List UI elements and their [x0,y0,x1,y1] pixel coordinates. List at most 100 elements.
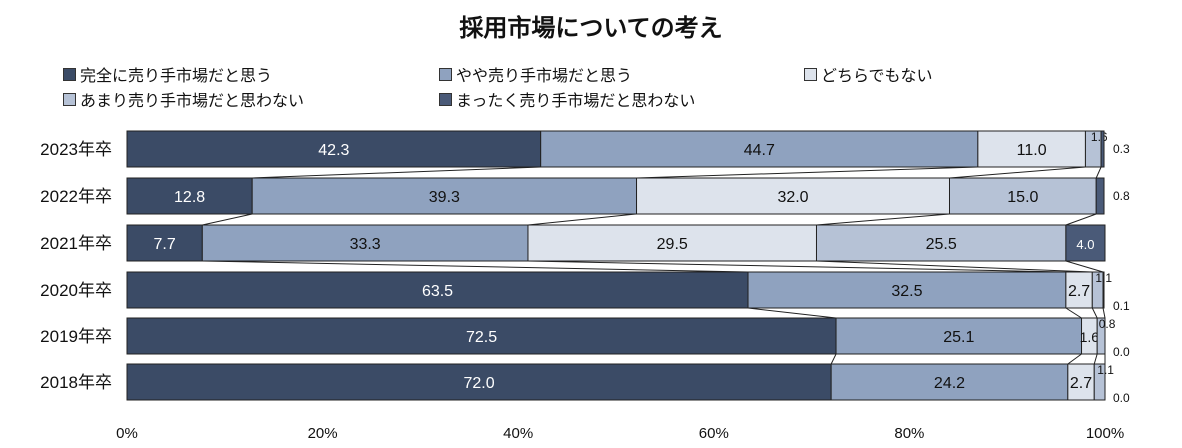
data-label: 12.8 [174,189,205,206]
x-tick-label: 80% [894,425,924,442]
data-label: 32.0 [777,189,808,206]
connector-line [1091,307,1098,319]
bar-segment [747,271,1067,309]
data-label: 29.5 [657,236,688,253]
data-label: 2.7 [1068,283,1090,300]
connector-line [816,260,1093,273]
connector-line [1067,353,1082,365]
connector-line [202,213,253,226]
legend-swatch [804,67,817,81]
connector-line [949,166,1086,179]
bar-segment [126,130,542,168]
legend-label: やや売り手市場だと思う [456,66,633,85]
bar-segment [126,317,837,355]
connector-line [252,166,541,179]
data-label: 0.0 [1113,391,1130,405]
category-label: 2020年卒 [40,281,112,300]
data-label: 0.8 [1099,317,1116,331]
x-tick-label: 20% [308,425,338,442]
category-label: 2023年卒 [40,140,112,159]
connector-line [202,260,749,273]
legend-item: どちらでもない [804,62,933,86]
data-label: 63.5 [422,283,453,300]
data-label: 1.6 [1091,130,1108,144]
bar-segment [1096,317,1106,355]
category-label: 2018年卒 [40,373,112,392]
data-label: 72.0 [464,375,495,392]
bar-segment [1102,271,1105,309]
bar-segment [1100,130,1105,168]
category-label: 2019年卒 [40,327,112,346]
bar-segment [527,224,817,262]
category-label: 2022年卒 [40,187,112,206]
data-label: 0.3 [1113,142,1130,156]
data-label: 1.6 [1080,329,1100,345]
data-label: 72.5 [466,329,497,346]
bar-segment [948,177,1097,215]
data-label: 2.7 [1070,375,1092,392]
legend-swatch [63,67,76,81]
data-label: 0.1 [1113,299,1130,313]
data-label: 44.7 [744,142,775,159]
data-label: 4.0 [1076,237,1094,252]
legend-swatch [63,92,76,106]
legend-label: 完全に売り手市場だと思う [80,66,273,85]
bar-segment [636,177,950,215]
x-tick-label: 0% [116,425,138,442]
connector-line [816,213,950,226]
x-tick-label: 60% [699,425,729,442]
data-label: 15.0 [1007,189,1038,206]
x-tick-label: 100% [1086,425,1124,442]
bar-segment [1065,224,1106,262]
x-tick-label: 40% [503,425,533,442]
connector-line [1065,213,1097,226]
legend-item: まったく売り手市場だと思わない [439,87,695,111]
bar-segment [126,177,253,215]
legend-item: あまり売り手市場だと思わない [63,87,304,111]
legend-swatch [439,92,452,106]
connector-line [636,166,978,179]
data-label: 32.5 [891,283,922,300]
legend-label: あまり売り手市場だと思わない [80,91,305,110]
bar-segment [1067,363,1095,401]
data-label: 1.1 [1097,363,1114,377]
data-label: 39.3 [429,189,460,206]
bar-segment [540,130,979,168]
bar-segment [126,363,832,401]
data-label: 0.0 [1113,345,1130,359]
legend-label: どちらでもない [821,66,933,85]
data-label: 7.7 [154,236,176,253]
data-label: 33.3 [350,236,381,253]
data-label: 25.1 [943,329,974,346]
bar-segment [815,224,1067,262]
data-label: 24.2 [934,375,965,392]
legend-item: 完全に売り手市場だと思う [63,62,272,86]
legend-swatch [439,67,452,81]
category-label: 2021年卒 [40,234,112,253]
connector-line [1065,307,1082,319]
data-label: 42.3 [318,142,349,159]
data-label: 25.5 [926,236,957,253]
data-label: 11.0 [1017,142,1047,159]
connector-line [1102,307,1106,319]
connector-line [527,260,1066,273]
bar-segment [126,271,749,309]
bar-segment [201,224,529,262]
bar-segment [251,177,638,215]
connector-line [1093,353,1098,365]
connector-line [747,307,837,319]
legend-label: まったく売り手市場だと思わない [456,91,696,110]
connector-line [1065,260,1104,273]
bar-segment [830,363,1069,401]
legend-item: やや売り手市場だと思う [439,62,632,86]
chart-title: 採用市場についての考え [459,14,723,42]
bar-segment [1093,363,1106,401]
connector-line [1095,166,1102,179]
bar-segment [1065,271,1093,309]
bar-segment [126,224,203,262]
connector-line [830,353,837,365]
bar-segment [977,130,1086,168]
bar-segment [1095,177,1105,215]
